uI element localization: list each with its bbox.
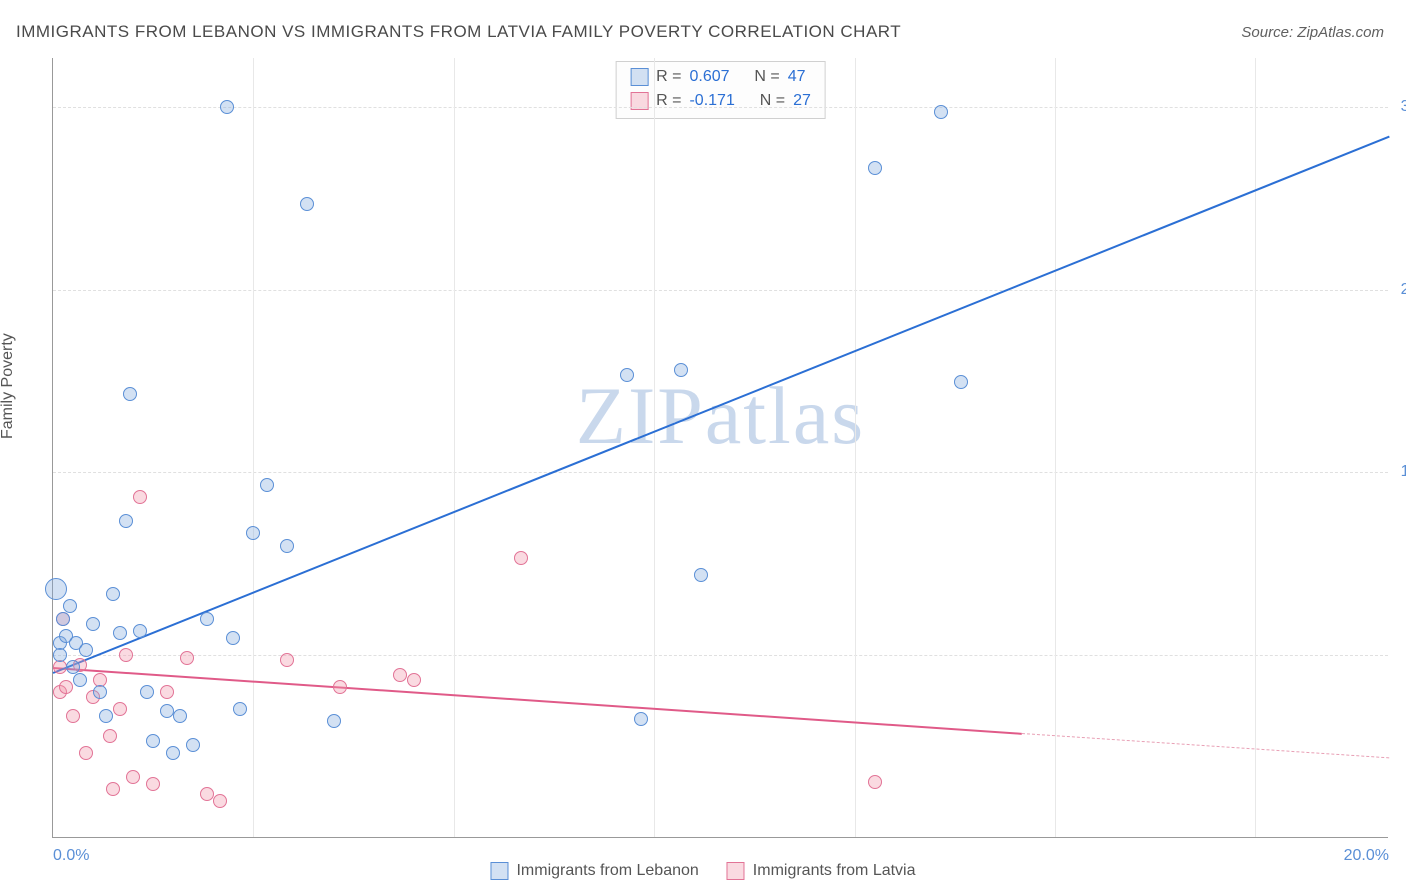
y-axis-label: Family Poverty	[0, 333, 17, 439]
legend: Immigrants from Lebanon Immigrants from …	[480, 860, 925, 882]
gridline-v	[654, 58, 655, 837]
scatter-point-lebanon	[123, 387, 137, 401]
source-prefix: Source:	[1241, 24, 1297, 41]
x-tick-label: 0.0%	[53, 847, 89, 865]
n-label-a: N =	[754, 65, 779, 89]
scatter-point-lebanon	[327, 714, 341, 728]
scatter-point-latvia	[180, 651, 194, 665]
scatter-point-lebanon	[56, 612, 70, 626]
gridline-v	[1255, 58, 1256, 837]
scatter-point-lebanon	[93, 685, 107, 699]
gridline-v	[454, 58, 455, 837]
legend-label-lebanon: Immigrants from Lebanon	[516, 862, 698, 880]
y-tick-label: 15.0%	[1401, 463, 1406, 481]
legend-item-lebanon: Immigrants from Lebanon	[490, 862, 698, 880]
scatter-point-lebanon	[79, 643, 93, 657]
scatter-point-latvia	[133, 490, 147, 504]
trendline-latvia-extrapolated	[1022, 733, 1389, 758]
scatter-point-lebanon	[106, 587, 120, 601]
scatter-point-latvia	[113, 702, 127, 716]
n-value-b: 27	[793, 89, 811, 113]
scatter-point-latvia	[393, 668, 407, 682]
scatter-point-latvia	[160, 685, 174, 699]
swatch-lebanon	[630, 68, 648, 86]
scatter-point-lebanon	[246, 526, 260, 540]
scatter-point-lebanon	[260, 478, 274, 492]
scatter-point-lebanon	[934, 105, 948, 119]
scatter-point-lebanon	[233, 702, 247, 716]
scatter-point-latvia	[868, 775, 882, 789]
y-tick-label: 30.0%	[1401, 98, 1406, 116]
scatter-point-latvia	[514, 551, 528, 565]
legend-label-latvia: Immigrants from Latvia	[753, 862, 916, 880]
trendline-latvia	[53, 667, 1022, 735]
scatter-point-lebanon	[63, 599, 77, 613]
scatter-point-lebanon	[620, 368, 634, 382]
gridline-v	[253, 58, 254, 837]
scatter-point-lebanon	[86, 617, 100, 631]
watermark: ZIPatlas	[576, 369, 865, 463]
scatter-point-latvia	[53, 660, 67, 674]
gridline-v	[1055, 58, 1056, 837]
scatter-point-lebanon	[99, 709, 113, 723]
r-label-a: R =	[656, 65, 681, 89]
scatter-point-lebanon	[73, 673, 87, 687]
scatter-point-latvia	[126, 770, 140, 784]
scatter-point-lebanon	[694, 568, 708, 582]
scatter-point-lebanon	[119, 514, 133, 528]
source-attribution: Source: ZipAtlas.com	[1241, 24, 1384, 41]
scatter-point-lebanon	[186, 738, 200, 752]
scatter-point-latvia	[59, 680, 73, 694]
n-label-b: N =	[760, 89, 785, 113]
scatter-point-lebanon	[160, 704, 174, 718]
scatter-point-lebanon	[146, 734, 160, 748]
y-tick-label: 22.5%	[1401, 281, 1406, 299]
scatter-point-lebanon	[220, 100, 234, 114]
r-label-b: R =	[656, 89, 681, 113]
scatter-point-lebanon	[300, 197, 314, 211]
scatter-point-latvia	[66, 709, 80, 723]
scatter-point-latvia	[146, 777, 160, 791]
scatter-point-lebanon	[133, 624, 147, 638]
scatter-point-latvia	[79, 746, 93, 760]
n-value-a: 47	[788, 65, 806, 89]
stats-row-lebanon: R = 0.607 N = 47	[630, 65, 811, 89]
scatter-point-latvia	[333, 680, 347, 694]
gridline-v	[855, 58, 856, 837]
scatter-point-lebanon	[634, 712, 648, 726]
scatter-point-lebanon	[166, 746, 180, 760]
r-value-b: -0.171	[689, 89, 734, 113]
scatter-point-lebanon	[674, 363, 688, 377]
legend-swatch-lebanon	[490, 862, 508, 880]
source-name: ZipAtlas.com	[1297, 24, 1384, 41]
scatter-point-latvia	[119, 648, 133, 662]
scatter-point-lebanon	[45, 578, 67, 600]
x-tick-label: 20.0%	[1344, 847, 1389, 865]
correlation-stats-box: R = 0.607 N = 47 R = -0.171 N = 27	[615, 61, 826, 119]
scatter-point-latvia	[407, 673, 421, 687]
scatter-point-lebanon	[868, 161, 882, 175]
scatter-point-lebanon	[200, 612, 214, 626]
scatter-point-lebanon	[226, 631, 240, 645]
scatter-point-lebanon	[173, 709, 187, 723]
stats-row-latvia: R = -0.171 N = 27	[630, 89, 811, 113]
scatter-point-lebanon	[53, 648, 67, 662]
scatter-point-lebanon	[954, 375, 968, 389]
scatter-point-latvia	[280, 653, 294, 667]
r-value-a: 0.607	[689, 65, 729, 89]
scatter-point-latvia	[103, 729, 117, 743]
legend-item-latvia: Immigrants from Latvia	[727, 862, 916, 880]
scatter-point-lebanon	[280, 539, 294, 553]
scatter-point-lebanon	[140, 685, 154, 699]
scatter-point-latvia	[213, 794, 227, 808]
chart-plot-area: ZIPatlas R = 0.607 N = 47 R = -0.171 N =…	[52, 58, 1388, 838]
legend-swatch-latvia	[727, 862, 745, 880]
scatter-point-lebanon	[113, 626, 127, 640]
chart-title: IMMIGRANTS FROM LEBANON VS IMMIGRANTS FR…	[16, 22, 901, 42]
scatter-point-latvia	[106, 782, 120, 796]
scatter-point-latvia	[200, 787, 214, 801]
